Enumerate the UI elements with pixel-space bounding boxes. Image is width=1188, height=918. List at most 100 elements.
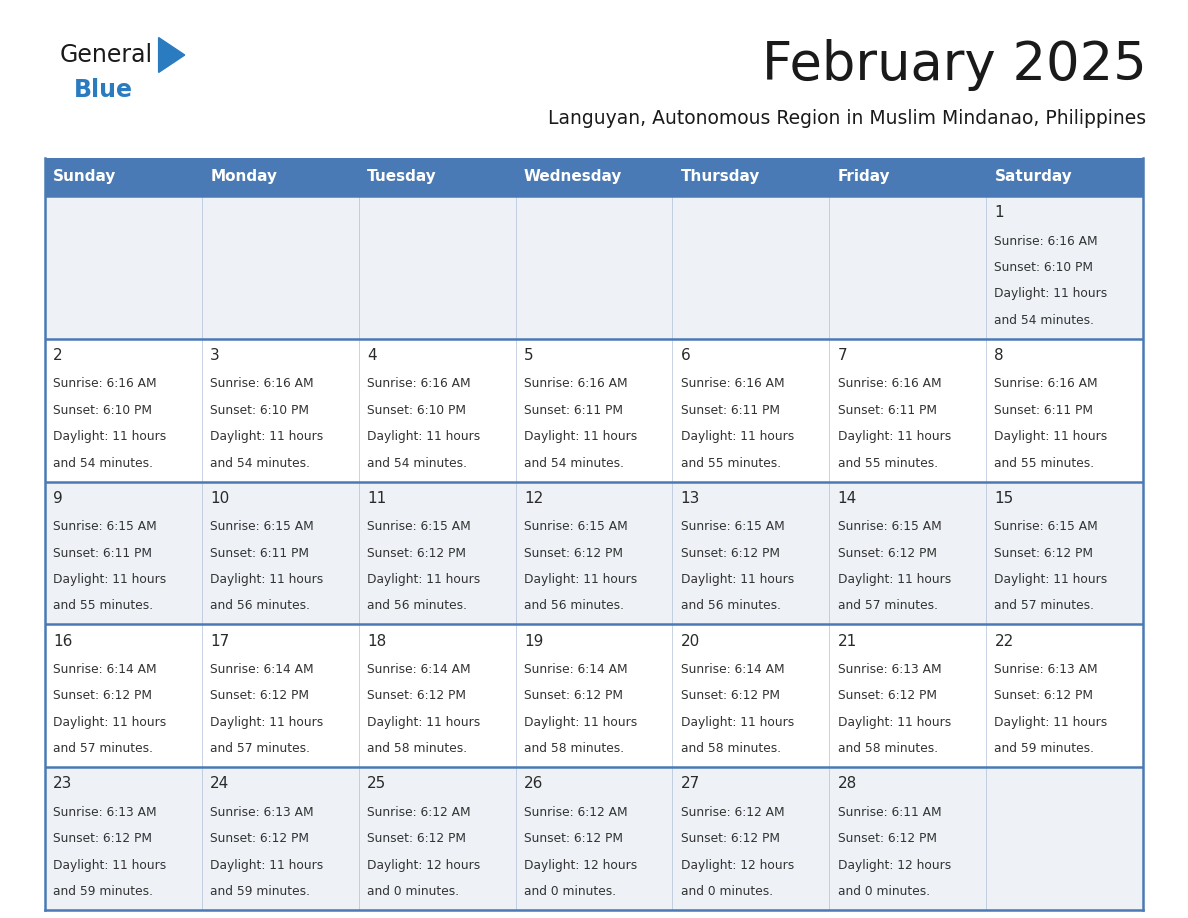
Text: Sunset: 6:12 PM: Sunset: 6:12 PM [524,833,623,845]
Text: 24: 24 [210,777,229,791]
Text: and 54 minutes.: and 54 minutes. [994,314,1094,327]
Bar [359,624,516,767]
Text: 7: 7 [838,348,847,363]
Text: Sunset: 6:12 PM: Sunset: 6:12 PM [994,546,1093,560]
Text: Daylight: 11 hours: Daylight: 11 hours [681,573,794,586]
Text: and 55 minutes.: and 55 minutes. [994,456,1094,470]
Text: Sunrise: 6:14 AM: Sunrise: 6:14 AM [210,663,314,676]
Text: Sunset: 6:12 PM: Sunset: 6:12 PM [367,833,466,845]
Text: and 56 minutes.: and 56 minutes. [367,599,467,612]
Text: Daylight: 11 hours: Daylight: 11 hours [838,716,950,729]
Bar [672,339,829,482]
Text: and 54 minutes.: and 54 minutes. [53,456,153,470]
Text: Sunset: 6:11 PM: Sunset: 6:11 PM [994,404,1093,417]
Bar [202,339,359,482]
Text: and 55 minutes.: and 55 minutes. [681,456,781,470]
Bar [45,482,202,624]
Text: Sunrise: 6:14 AM: Sunrise: 6:14 AM [524,663,627,676]
Bar [986,158,1143,196]
Text: Sunset: 6:12 PM: Sunset: 6:12 PM [53,833,152,845]
Text: Sunset: 6:12 PM: Sunset: 6:12 PM [681,546,779,560]
Text: Saturday: Saturday [994,170,1073,185]
Bar [672,482,829,624]
Polygon shape [159,38,185,73]
Text: Languyan, Autonomous Region in Muslim Mindanao, Philippines: Languyan, Autonomous Region in Muslim Mi… [549,108,1146,128]
Text: Sunrise: 6:16 AM: Sunrise: 6:16 AM [681,377,784,390]
Text: and 56 minutes.: and 56 minutes. [210,599,310,612]
Text: Sunset: 6:12 PM: Sunset: 6:12 PM [838,689,936,702]
Text: 25: 25 [367,777,386,791]
Text: Sunset: 6:10 PM: Sunset: 6:10 PM [53,404,152,417]
Bar [359,196,516,339]
Text: and 57 minutes.: and 57 minutes. [994,599,1094,612]
Text: 3: 3 [210,348,220,363]
Text: Sunrise: 6:14 AM: Sunrise: 6:14 AM [367,663,470,676]
Bar [986,624,1143,767]
Text: and 0 minutes.: and 0 minutes. [681,885,773,898]
Text: and 59 minutes.: and 59 minutes. [53,885,153,898]
Text: Sunset: 6:11 PM: Sunset: 6:11 PM [838,404,936,417]
Text: and 56 minutes.: and 56 minutes. [524,599,624,612]
Text: and 59 minutes.: and 59 minutes. [994,743,1094,756]
Bar [45,339,202,482]
Text: February 2025: February 2025 [762,39,1146,91]
Text: Sunrise: 6:14 AM: Sunrise: 6:14 AM [681,663,784,676]
Text: and 57 minutes.: and 57 minutes. [210,743,310,756]
Text: and 55 minutes.: and 55 minutes. [838,456,937,470]
Bar [829,339,986,482]
Text: Sunset: 6:11 PM: Sunset: 6:11 PM [681,404,779,417]
Bar [986,196,1143,339]
Text: Sunset: 6:12 PM: Sunset: 6:12 PM [210,689,309,702]
Text: Thursday: Thursday [681,170,760,185]
Bar [359,339,516,482]
Text: and 54 minutes.: and 54 minutes. [367,456,467,470]
Text: Daylight: 11 hours: Daylight: 11 hours [53,431,166,443]
Text: 20: 20 [681,633,700,649]
Text: and 54 minutes.: and 54 minutes. [210,456,310,470]
Bar [45,158,202,196]
Text: Monday: Monday [210,170,277,185]
Bar [516,767,672,910]
Text: 18: 18 [367,633,386,649]
Bar [359,767,516,910]
Text: Sunset: 6:12 PM: Sunset: 6:12 PM [681,833,779,845]
Text: Sunday: Sunday [53,170,116,185]
Text: Tuesday: Tuesday [367,170,437,185]
Text: Sunrise: 6:16 AM: Sunrise: 6:16 AM [994,235,1098,248]
Bar [986,482,1143,624]
Bar [45,196,202,339]
Text: Sunrise: 6:15 AM: Sunrise: 6:15 AM [524,521,627,533]
Text: Sunrise: 6:16 AM: Sunrise: 6:16 AM [53,377,157,390]
Text: 1: 1 [994,206,1004,220]
Text: Blue: Blue [75,78,133,102]
Text: General: General [61,43,153,67]
Text: Daylight: 11 hours: Daylight: 11 hours [367,431,480,443]
Text: Sunrise: 6:13 AM: Sunrise: 6:13 AM [838,663,941,676]
Bar [829,482,986,624]
Text: 22: 22 [994,633,1013,649]
Text: Sunset: 6:12 PM: Sunset: 6:12 PM [367,689,466,702]
Bar [516,339,672,482]
Text: Daylight: 11 hours: Daylight: 11 hours [994,573,1107,586]
Text: 5: 5 [524,348,533,363]
Text: Sunrise: 6:14 AM: Sunrise: 6:14 AM [53,663,157,676]
Text: Sunset: 6:10 PM: Sunset: 6:10 PM [210,404,309,417]
Text: 16: 16 [53,633,72,649]
Bar [202,196,359,339]
Text: Sunrise: 6:11 AM: Sunrise: 6:11 AM [838,806,941,819]
Text: Sunset: 6:12 PM: Sunset: 6:12 PM [838,546,936,560]
Bar [672,158,829,196]
Text: Sunset: 6:12 PM: Sunset: 6:12 PM [524,689,623,702]
Text: Daylight: 11 hours: Daylight: 11 hours [367,573,480,586]
Text: Sunset: 6:12 PM: Sunset: 6:12 PM [838,833,936,845]
Text: Sunset: 6:11 PM: Sunset: 6:11 PM [53,546,152,560]
Text: and 59 minutes.: and 59 minutes. [210,885,310,898]
Text: Daylight: 11 hours: Daylight: 11 hours [524,431,637,443]
Text: Sunset: 6:10 PM: Sunset: 6:10 PM [994,261,1093,274]
Text: 4: 4 [367,348,377,363]
Text: Daylight: 11 hours: Daylight: 11 hours [210,431,323,443]
Text: and 55 minutes.: and 55 minutes. [53,599,153,612]
Text: Sunset: 6:12 PM: Sunset: 6:12 PM [524,546,623,560]
Text: Daylight: 12 hours: Daylight: 12 hours [681,858,794,871]
Bar [202,158,359,196]
